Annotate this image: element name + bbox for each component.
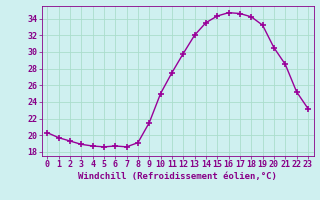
X-axis label: Windchill (Refroidissement éolien,°C): Windchill (Refroidissement éolien,°C) <box>78 172 277 181</box>
